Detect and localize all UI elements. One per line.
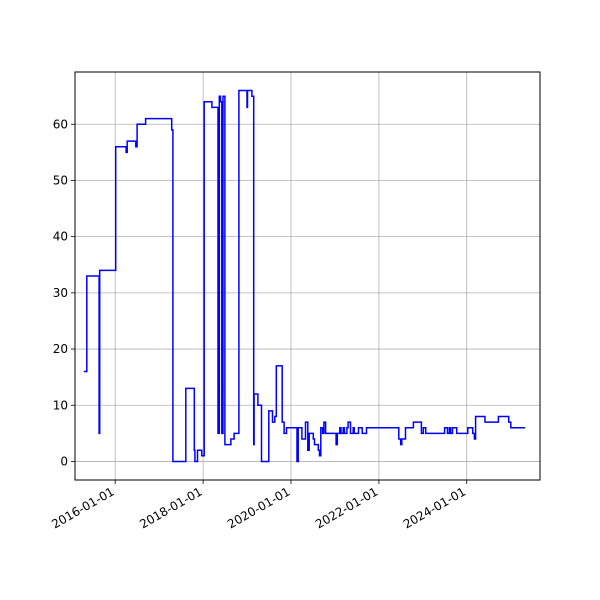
y-tick-label: 30	[53, 286, 68, 300]
y-tick-label: 20	[53, 342, 68, 356]
grid	[75, 72, 540, 480]
y-tick-label: 60	[53, 117, 68, 131]
plot-area	[75, 72, 540, 480]
series-layer	[83, 89, 526, 463]
y-tick-label: 0	[60, 454, 68, 468]
y-axis: 0 10 20 30 40 50 60	[53, 117, 75, 468]
axes-frame	[74, 71, 541, 481]
y-tick-label: 50	[53, 173, 68, 187]
series-line-0	[83, 89, 526, 463]
y-tick-label: 10	[53, 398, 68, 412]
y-tick-label: 40	[53, 230, 68, 244]
